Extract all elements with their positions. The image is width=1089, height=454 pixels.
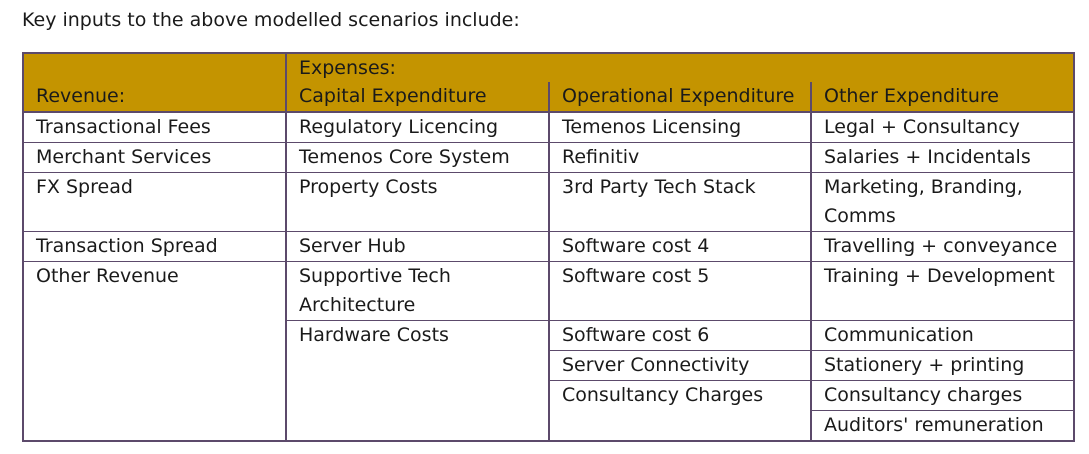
opex-cell: Refinitiv	[548, 142, 812, 173]
other-cell: Salaries + Incidentals	[809, 142, 1076, 173]
other-cell: Auditors' remuneration	[809, 410, 1076, 442]
other-cell: Training + Development	[809, 261, 1076, 321]
other-cell: Legal + Consultancy	[809, 112, 1076, 143]
table-row: FX Spread Property Costs 3rd Party Tech …	[22, 172, 1076, 232]
table-row: Merchant Services Temenos Core System Re…	[22, 142, 1076, 173]
revenue-cell: Other Revenue	[22, 261, 287, 442]
opex-cell: Consultancy Charges	[548, 380, 812, 442]
table-row: Hardware Costs Software cost 6 Communica…	[23, 320, 1076, 442]
table-row: Consultancy Charges Consultancy charges	[23, 380, 1076, 442]
revenue-cell: Merchant Services	[22, 142, 287, 173]
capex-cell: Property Costs	[285, 172, 550, 232]
opex-cell: 3rd Party Tech Stack	[548, 172, 812, 232]
capex-cell: Regulatory Licencing	[285, 112, 550, 143]
header-blank-cell	[22, 52, 287, 82]
other-cell: Travelling + conveyance	[809, 231, 1076, 262]
table-row: Auditors' remuneration	[23, 410, 1076, 442]
table-header-row-2: Revenue: Capital Expenditure Operational…	[22, 82, 1076, 113]
capex-cell: Supportive Tech Architecture	[285, 261, 550, 321]
opex-cell: Software cost 5	[548, 261, 812, 321]
table-row: Server Connectivity Stationery + printin…	[23, 350, 1076, 381]
header-revenue: Revenue:	[22, 82, 287, 113]
revenue-cell: Transactional Fees	[22, 112, 287, 143]
opex-cell: Software cost 6	[548, 320, 812, 351]
opex-cell: Server Connectivity	[548, 350, 812, 381]
revenue-cell: FX Spread	[22, 172, 287, 232]
capex-cell: Server Hub	[285, 231, 550, 262]
header-expenses: Expenses:	[284, 52, 1076, 82]
header-capital-expenditure: Capital Expenditure	[285, 82, 550, 113]
header-other-expenditure: Other Expenditure	[809, 82, 1076, 113]
other-cell: Marketing, Branding, Comms	[809, 172, 1076, 232]
table-row: Transaction Spread Server Hub Software c…	[22, 231, 1076, 262]
table-row: Transactional Fees Regulatory Licencing …	[22, 112, 1076, 143]
capex-cell: Hardware Costs	[285, 320, 550, 442]
intro-text: Key inputs to the above modelled scenari…	[22, 9, 520, 31]
revenue-cell: Transaction Spread	[22, 231, 287, 262]
capex-cell: Temenos Core System	[285, 142, 550, 173]
header-operational-expenditure: Operational Expenditure	[548, 82, 812, 113]
key-inputs-table: Expenses: Revenue: Capital Expenditure O…	[22, 52, 1076, 442]
other-cell: Consultancy charges	[809, 380, 1076, 411]
table-header-row-1: Expenses:	[22, 52, 1076, 82]
other-cell: Stationery + printing	[809, 350, 1076, 381]
opex-cell: Software cost 4	[548, 231, 812, 262]
table-row: Other Revenue Supportive Tech Architectu…	[22, 261, 1076, 442]
opex-cell: Temenos Licensing	[548, 112, 812, 143]
other-cell: Communication	[809, 320, 1076, 351]
